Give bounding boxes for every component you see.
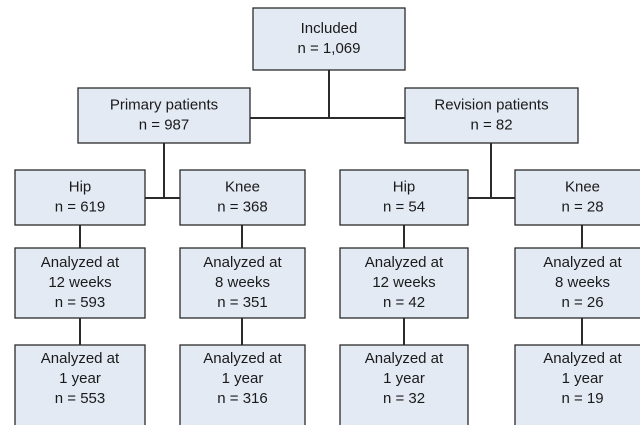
node-box xyxy=(339,169,469,226)
node-box xyxy=(14,344,146,425)
node-box xyxy=(179,344,306,425)
node-box xyxy=(14,247,146,319)
node-label: Knee xyxy=(565,178,600,195)
node-label: n = 368 xyxy=(217,198,267,215)
node-label: 1 year xyxy=(383,370,425,387)
node: Analyzed at 8 weeks n = 351 xyxy=(179,247,306,319)
node-label: n = 54 xyxy=(383,198,425,215)
node-box xyxy=(514,247,640,319)
node-box xyxy=(77,87,251,144)
node-label: Analyzed at xyxy=(365,254,444,271)
node-box xyxy=(179,169,306,226)
node: Analyzed at 8 weeks n = 26 xyxy=(514,247,640,319)
node-label: n = 593 xyxy=(55,294,105,311)
node-box xyxy=(179,247,306,319)
node-label: Analyzed at xyxy=(543,254,622,271)
node-label: Analyzed at xyxy=(41,254,120,271)
node-label: n = 19 xyxy=(561,390,603,407)
node: Knee n = 28 xyxy=(514,169,640,226)
node-box xyxy=(514,344,640,425)
node: Knee n = 368 xyxy=(179,169,306,226)
node: Analyzed at 12 weeks n = 42 xyxy=(339,247,469,319)
node-label: Analyzed at xyxy=(365,350,444,367)
node-label: n = 82 xyxy=(470,116,512,133)
node-label: n = 987 xyxy=(139,116,189,133)
node-label: Analyzed at xyxy=(203,350,282,367)
node: Analyzed at 12 weeks n = 593 xyxy=(14,247,146,319)
node: Primary patients n = 987 xyxy=(77,87,251,144)
node-label: 12 weeks xyxy=(372,274,435,291)
node-label: Revision patients xyxy=(434,96,548,113)
node-box xyxy=(252,7,406,71)
node: Hip n = 619 xyxy=(14,169,146,226)
node-label: n = 619 xyxy=(55,198,105,215)
node-label: Analyzed at xyxy=(203,254,282,271)
node: Included n = 1,069 xyxy=(252,7,406,71)
node-label: Hip xyxy=(393,178,416,195)
node-label: n = 351 xyxy=(217,294,267,311)
node-label: 8 weeks xyxy=(215,274,270,291)
node: Analyzed at 1 year n = 316 xyxy=(179,344,306,425)
node-label: Included xyxy=(301,20,358,37)
node-label: n = 32 xyxy=(383,390,425,407)
node: Analyzed at 1 year n = 19 xyxy=(514,344,640,425)
node: Analyzed at 1 year n = 553 xyxy=(14,344,146,425)
node-label: n = 26 xyxy=(561,294,603,311)
node-label: Primary patients xyxy=(110,96,218,113)
node-label: Knee xyxy=(225,178,260,195)
node-label: n = 28 xyxy=(561,198,603,215)
node-label: Analyzed at xyxy=(41,350,120,367)
node-label: Analyzed at xyxy=(543,350,622,367)
node-box xyxy=(404,87,579,144)
node-label: Hip xyxy=(69,178,92,195)
node-label: 8 weeks xyxy=(555,274,610,291)
node-label: n = 316 xyxy=(217,390,267,407)
node-label: n = 553 xyxy=(55,390,105,407)
node: Analyzed at 1 year n = 32 xyxy=(339,344,469,425)
node: Revision patients n = 82 xyxy=(404,87,579,144)
node-box xyxy=(14,169,146,226)
node-box xyxy=(339,247,469,319)
node-box xyxy=(514,169,640,226)
node: Hip n = 54 xyxy=(339,169,469,226)
node-label: 1 year xyxy=(59,370,101,387)
node-label: n = 42 xyxy=(383,294,425,311)
node-label: n = 1,069 xyxy=(298,40,361,57)
node-box xyxy=(339,344,469,425)
node-label: 12 weeks xyxy=(48,274,111,291)
node-label: 1 year xyxy=(222,370,264,387)
node-label: 1 year xyxy=(562,370,604,387)
